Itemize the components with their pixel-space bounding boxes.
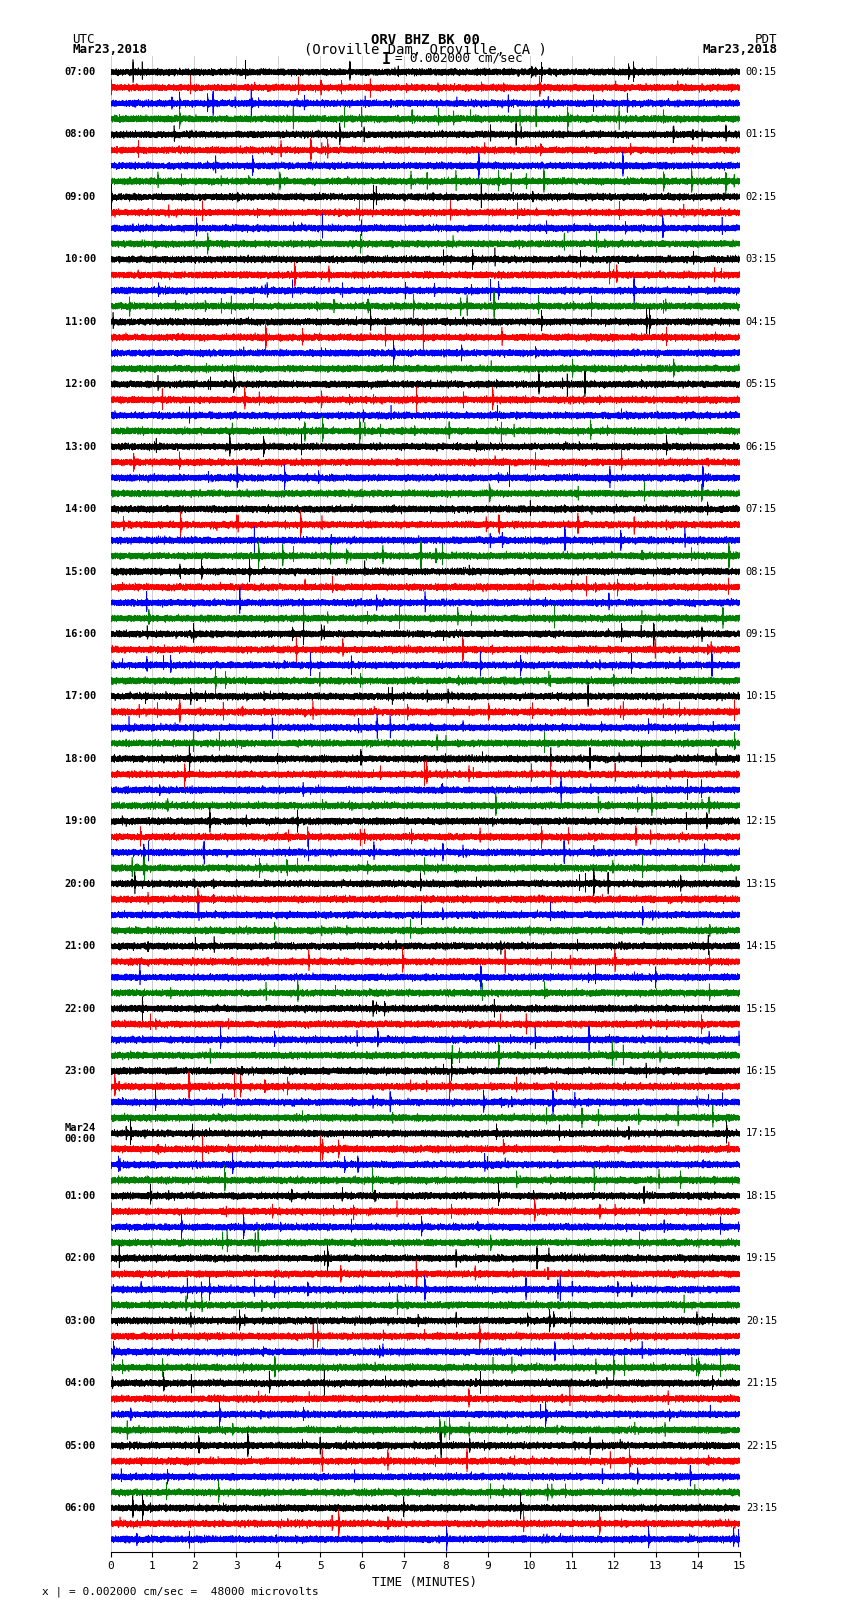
- Text: 15:15: 15:15: [745, 1003, 777, 1013]
- Text: x | = 0.002000 cm/sec =  48000 microvolts: x | = 0.002000 cm/sec = 48000 microvolts: [42, 1586, 320, 1597]
- Text: PDT: PDT: [756, 32, 778, 47]
- Text: 07:00: 07:00: [65, 68, 96, 77]
- Text: 17:15: 17:15: [745, 1129, 777, 1139]
- Text: 08:15: 08:15: [745, 566, 777, 576]
- Text: Mar23,2018: Mar23,2018: [72, 44, 147, 56]
- Text: 15:00: 15:00: [65, 566, 96, 576]
- Text: 16:00: 16:00: [65, 629, 96, 639]
- Text: 08:00: 08:00: [65, 129, 96, 139]
- Text: I: I: [382, 52, 391, 66]
- Text: 11:15: 11:15: [745, 753, 777, 765]
- Text: 13:15: 13:15: [745, 879, 777, 889]
- Text: 04:15: 04:15: [745, 316, 777, 327]
- Text: 13:00: 13:00: [65, 442, 96, 452]
- Text: 05:00: 05:00: [65, 1440, 96, 1450]
- Text: 23:00: 23:00: [65, 1066, 96, 1076]
- Text: Mar23,2018: Mar23,2018: [703, 44, 778, 56]
- Text: 07:15: 07:15: [745, 505, 777, 515]
- Text: 19:00: 19:00: [65, 816, 96, 826]
- Text: 20:15: 20:15: [745, 1316, 777, 1326]
- Text: 22:15: 22:15: [745, 1440, 777, 1450]
- Text: 16:15: 16:15: [745, 1066, 777, 1076]
- Text: 02:15: 02:15: [745, 192, 777, 202]
- Text: UTC: UTC: [72, 32, 94, 47]
- Text: 01:15: 01:15: [745, 129, 777, 139]
- Text: 12:00: 12:00: [65, 379, 96, 389]
- Text: 18:15: 18:15: [745, 1190, 777, 1200]
- Text: 14:00: 14:00: [65, 505, 96, 515]
- Text: 11:00: 11:00: [65, 316, 96, 327]
- Text: 03:00: 03:00: [65, 1316, 96, 1326]
- Text: 02:00: 02:00: [65, 1253, 96, 1263]
- Text: 03:15: 03:15: [745, 255, 777, 265]
- Text: 17:00: 17:00: [65, 692, 96, 702]
- Text: 09:15: 09:15: [745, 629, 777, 639]
- Text: 05:15: 05:15: [745, 379, 777, 389]
- Text: 21:15: 21:15: [745, 1378, 777, 1389]
- Text: 23:15: 23:15: [745, 1503, 777, 1513]
- X-axis label: TIME (MINUTES): TIME (MINUTES): [372, 1576, 478, 1589]
- Text: 00:15: 00:15: [745, 68, 777, 77]
- Text: 19:15: 19:15: [745, 1253, 777, 1263]
- Text: 01:00: 01:00: [65, 1190, 96, 1200]
- Text: 10:00: 10:00: [65, 255, 96, 265]
- Text: 14:15: 14:15: [745, 940, 777, 952]
- Text: ORV BHZ BK 00: ORV BHZ BK 00: [371, 32, 479, 47]
- Text: (Oroville Dam, Oroville, CA ): (Oroville Dam, Oroville, CA ): [303, 44, 547, 56]
- Text: 12:15: 12:15: [745, 816, 777, 826]
- Text: 06:00: 06:00: [65, 1503, 96, 1513]
- Text: 06:15: 06:15: [745, 442, 777, 452]
- Text: 10:15: 10:15: [745, 692, 777, 702]
- Text: = 0.002000 cm/sec: = 0.002000 cm/sec: [395, 52, 523, 65]
- Text: 04:00: 04:00: [65, 1378, 96, 1389]
- Text: 22:00: 22:00: [65, 1003, 96, 1013]
- Text: 20:00: 20:00: [65, 879, 96, 889]
- Text: Mar24
00:00: Mar24 00:00: [65, 1123, 96, 1144]
- Text: 21:00: 21:00: [65, 940, 96, 952]
- Text: 18:00: 18:00: [65, 753, 96, 765]
- Text: 09:00: 09:00: [65, 192, 96, 202]
